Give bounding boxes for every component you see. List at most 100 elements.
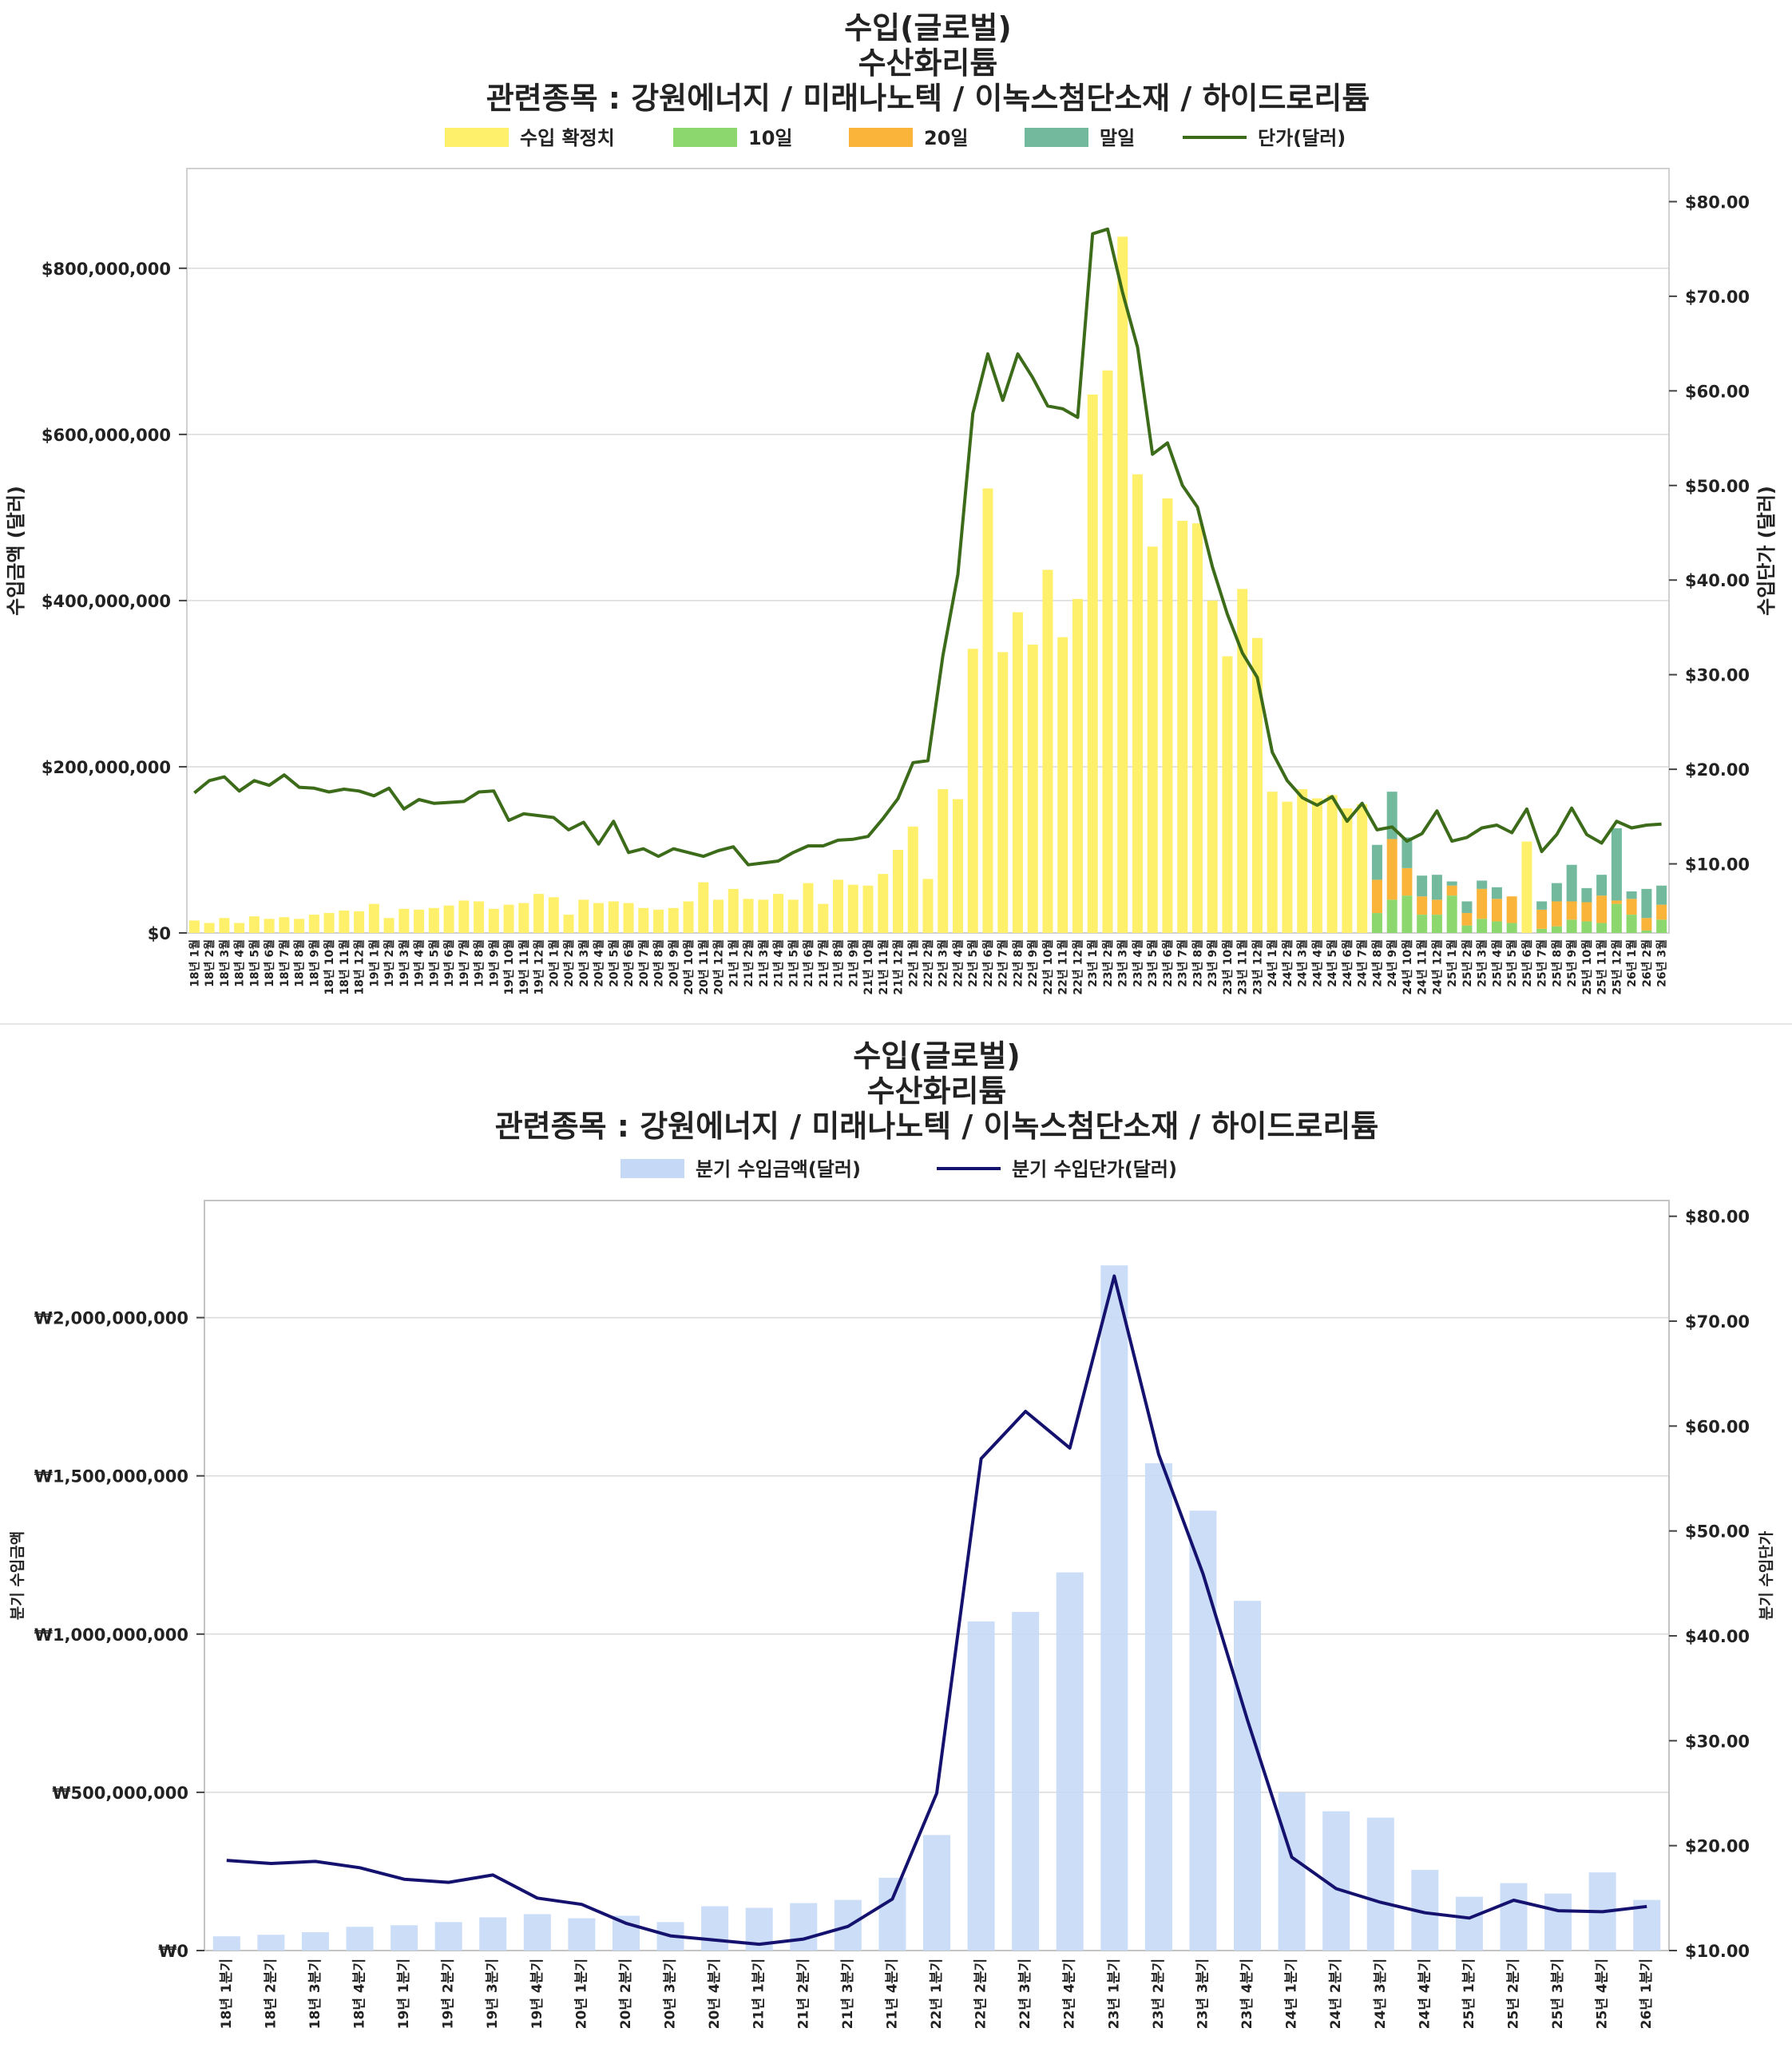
- x-tick-label: 18년 2월: [203, 939, 216, 987]
- bar: [1446, 885, 1457, 896]
- x-tick-label: 24년 1월: [1266, 939, 1279, 987]
- bar: [893, 849, 904, 933]
- y2-tick-label: $60.00: [1685, 1417, 1750, 1436]
- x-tick-label: 22년 8월: [1011, 939, 1025, 987]
- legend-swatch: [849, 128, 913, 147]
- x-tick-label: 21년 4월: [772, 939, 786, 987]
- x-tick-label: 18년 3월: [218, 939, 232, 987]
- x-tick-label: 25년 9월: [1565, 939, 1579, 987]
- bar: [488, 908, 499, 933]
- x-tick-label: 25년 3분기: [1550, 1959, 1566, 2029]
- x-tick-label: 20년 4분기: [707, 1959, 723, 2029]
- bar: [339, 910, 350, 933]
- x-tick-label: 23년 5월: [1146, 939, 1160, 987]
- legend-item: 분기 수입단가(달러): [937, 1158, 1177, 1181]
- bar: [1234, 1601, 1262, 1951]
- bar: [1267, 792, 1278, 933]
- legend-item: 20일: [849, 127, 968, 149]
- y-tick-label: ₩0: [158, 1942, 188, 1961]
- x-tick-label: 21년 12월: [892, 939, 906, 995]
- bar: [1477, 880, 1488, 889]
- bar: [1626, 891, 1637, 899]
- bar: [1147, 546, 1158, 933]
- x-tick-label: 25년 3월: [1476, 939, 1489, 987]
- bar: [458, 900, 470, 933]
- bar: [1596, 923, 1608, 933]
- bar: [878, 874, 889, 933]
- bar: [1431, 899, 1442, 915]
- legend-swatch: [1025, 128, 1088, 147]
- bar: [1431, 875, 1442, 900]
- x-tick-label: 25년 11월: [1596, 939, 1609, 995]
- y-tick-label: ₩2,000,000,000: [34, 1309, 188, 1328]
- bar: [1566, 864, 1577, 902]
- bar: [1611, 900, 1622, 904]
- x-tick-label: 22년 1분기: [929, 1959, 945, 2029]
- y-axis-label: 분기 수입금액: [9, 1531, 26, 1621]
- x-tick-label: 25년 2분기: [1505, 1959, 1521, 2029]
- y-axis-label: 수입금액 (달러): [5, 486, 27, 616]
- x-tick-label: 18년 1월: [188, 939, 201, 987]
- x-tick-label: 24년 7월: [1356, 939, 1370, 987]
- bar: [1506, 923, 1517, 933]
- x-tick-label: 20년 9월: [667, 939, 680, 987]
- x-tick-label: 22년 5월: [966, 939, 980, 987]
- x-tick-label: 19년 12월: [533, 939, 546, 995]
- bar: [1461, 901, 1473, 914]
- x-tick-label: 24년 3분기: [1373, 1959, 1389, 2029]
- x-tick-label: 22년 6월: [981, 939, 995, 987]
- x-tick-label: 18년 10월: [323, 939, 336, 995]
- legend-label: 단가(달러): [1258, 127, 1346, 149]
- y2-tick-label: $50.00: [1685, 1522, 1750, 1542]
- x-tick-label: 25년 1분기: [1461, 1959, 1477, 2029]
- x-tick-label: 18년 9월: [307, 939, 321, 987]
- bar: [1581, 902, 1592, 922]
- bar: [1371, 844, 1382, 880]
- x-tick-label: 25년 5월: [1505, 939, 1519, 987]
- legend-label: 말일: [1100, 127, 1135, 149]
- bar: [1189, 1510, 1217, 1951]
- x-tick-label: 20년 11월: [697, 939, 711, 995]
- x-tick-label: 24년 11월: [1416, 939, 1429, 995]
- bar: [1144, 1463, 1172, 1951]
- bar: [578, 899, 589, 933]
- bar: [1366, 1817, 1394, 1951]
- bar: [922, 879, 934, 933]
- bar: [773, 894, 784, 933]
- x-tick-label: 20년 7월: [637, 939, 651, 987]
- bar: [638, 907, 649, 933]
- bar: [1057, 637, 1068, 933]
- bar: [354, 911, 365, 933]
- bar: [1222, 656, 1233, 933]
- bar: [1102, 370, 1113, 933]
- bar: [1342, 808, 1353, 933]
- y2-tick-label: $40.00: [1685, 571, 1750, 590]
- x-tick-label: 23년 7월: [1176, 939, 1190, 987]
- x-tick-label: 20년 6월: [622, 939, 636, 987]
- bar: [1386, 839, 1398, 900]
- x-tick-label: 23년 8월: [1191, 939, 1204, 987]
- bar: [1491, 899, 1502, 922]
- bar: [434, 1922, 462, 1951]
- x-tick-label: 21년 5월: [787, 939, 800, 987]
- bar: [1326, 795, 1338, 933]
- bar: [1417, 915, 1428, 933]
- bar: [1626, 915, 1637, 933]
- x-tick-label: 24년 1분기: [1284, 1959, 1300, 2029]
- x-tick-label: 19년 4분기: [529, 1959, 545, 2029]
- bar: [294, 919, 305, 933]
- chart-title-line-1: 수입(글로벌): [853, 1038, 1021, 1074]
- bar: [1566, 919, 1577, 933]
- x-tick-label: 22년 10월: [1041, 939, 1055, 995]
- y-tick-label: $800,000,000: [42, 260, 171, 279]
- bar: [188, 920, 200, 933]
- bar: [608, 901, 619, 933]
- x-tick-label: 24년 4분기: [1417, 1959, 1433, 2029]
- x-tick-label: 19년 3월: [398, 939, 411, 987]
- x-tick-label: 25년 4분기: [1595, 1959, 1611, 2029]
- x-tick-label: 20년 2월: [562, 939, 576, 987]
- x-tick-label: 19년 3분기: [485, 1959, 501, 2029]
- bar: [1641, 888, 1652, 919]
- x-tick-label: 22년 2월: [922, 939, 935, 987]
- x-tick-label: 22년 4분기: [1062, 1959, 1078, 2029]
